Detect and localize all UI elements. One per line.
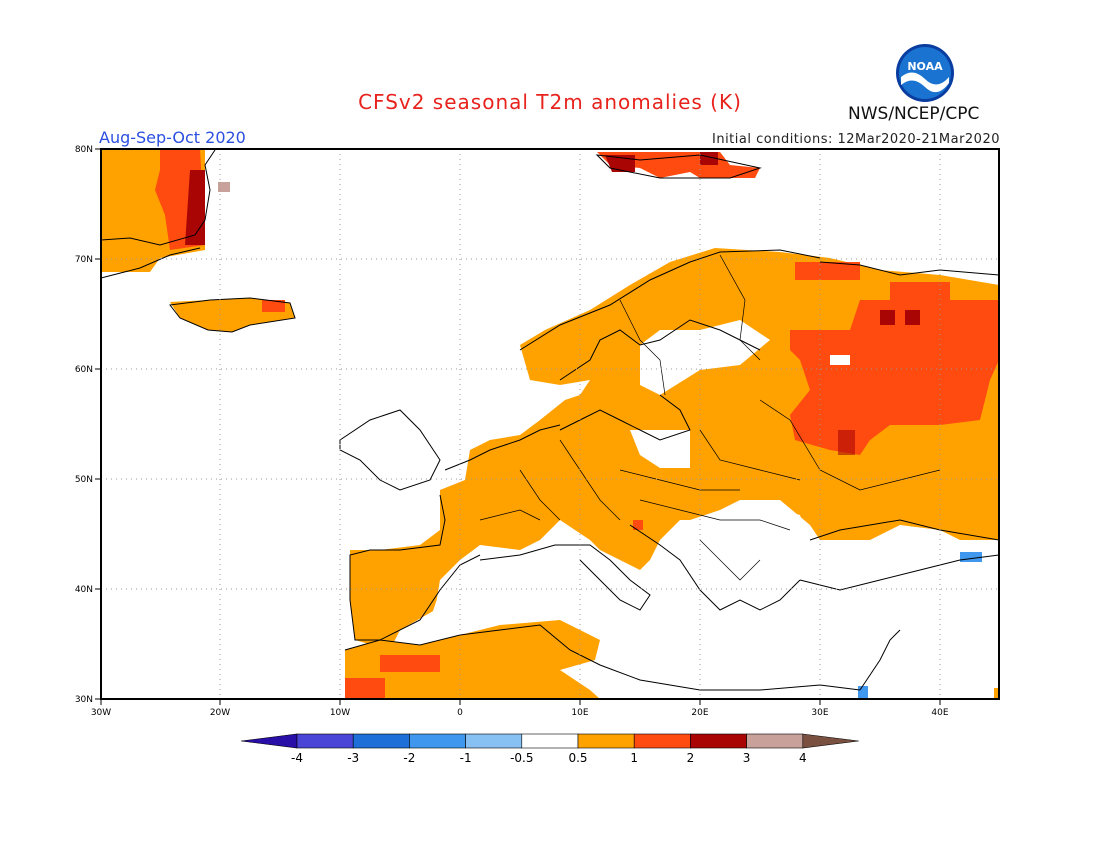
lon-label: 30W: [91, 708, 111, 718]
colorbar-label: 3: [743, 751, 751, 765]
lon-label: 0: [457, 708, 463, 718]
colorbar-label: 0.5: [568, 751, 587, 765]
north-africa-anomaly: [345, 620, 600, 699]
colorbar-label: 4: [799, 751, 807, 765]
colorbar-label: 1: [630, 751, 638, 765]
axis-ticks: [95, 148, 941, 705]
colorbar-segment: [746, 733, 804, 749]
colorbar-segment: [465, 733, 523, 749]
colorbar-label: -3: [347, 751, 359, 765]
initial-conditions: Initial conditions: 12Mar2020-21Mar2020: [712, 132, 1000, 147]
colorbar-label: -4: [291, 751, 303, 765]
lat-label: 50N: [75, 475, 93, 485]
map-frame: [100, 148, 1000, 700]
colorbar-segment: [296, 733, 354, 749]
colorbar: -4 -3 -2 -1 -0.5 0.5 1 2 3 4: [240, 733, 859, 765]
lat-label: 70N: [75, 255, 93, 265]
colorbar-segment: [240, 733, 298, 749]
colorbar-segment: [409, 733, 466, 749]
lon-label: 10E: [571, 708, 588, 718]
lat-label: 60N: [75, 365, 93, 375]
organization-label: NWS/NCEP/CPC: [848, 104, 980, 124]
colorbar-segment: [802, 733, 859, 749]
logo-text: NOAA: [907, 60, 943, 73]
anomaly-field: [101, 149, 999, 699]
colorbar-label: 2: [687, 751, 695, 765]
gridlines: [101, 149, 999, 699]
lat-label: 40N: [75, 585, 93, 595]
map-title: CFSv2 seasonal T2m anomalies (K): [358, 90, 742, 114]
coastlines: [101, 149, 999, 691]
colorbar-segment: [521, 733, 579, 749]
russia-anomaly: [790, 300, 999, 455]
forecast-period: Aug-Sep-Oct 2020: [99, 128, 246, 147]
colorbar-label: -0.5: [510, 751, 533, 765]
lon-label: 30E: [811, 708, 828, 718]
lon-label: 20W: [210, 708, 230, 718]
colorbar-segment: [690, 733, 747, 749]
lon-label: 40E: [931, 708, 948, 718]
colorbar-segment: [577, 733, 635, 749]
lat-label: 30N: [75, 695, 93, 705]
colorbar-label: -2: [403, 751, 415, 765]
country-borders: [479, 254, 941, 581]
lon-label: 10W: [330, 708, 350, 718]
noaa-logo-icon: NOAA: [896, 44, 954, 102]
colorbar-label: -1: [460, 751, 472, 765]
colorbar-segment: [633, 733, 691, 749]
colorbar-segment: [352, 733, 410, 749]
lon-label: 20E: [691, 708, 708, 718]
lat-label: 80N: [75, 145, 93, 155]
